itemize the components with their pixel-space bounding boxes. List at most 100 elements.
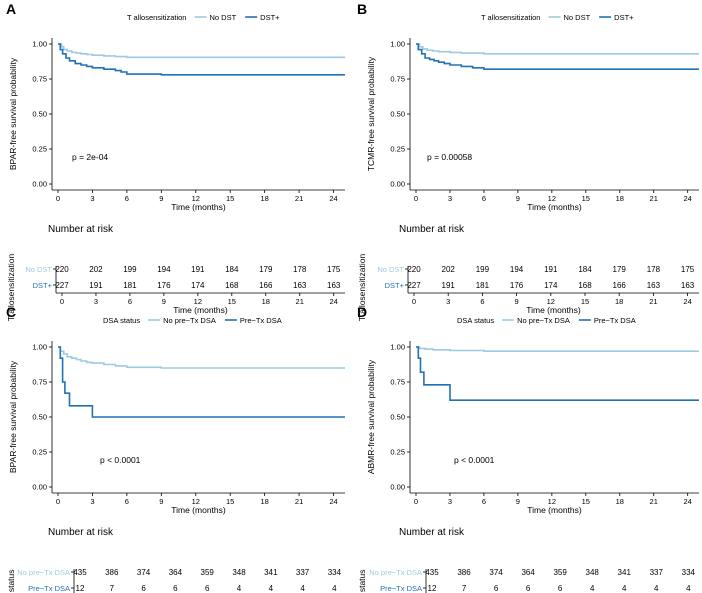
risk-table-title: Number at risk — [399, 527, 465, 538]
risk-count: 202 — [442, 265, 456, 274]
y-tick-label: 0.75 — [32, 75, 47, 84]
risk-count: 348 — [232, 568, 246, 577]
risk-x-tick-label: 0 — [412, 297, 416, 306]
risk-count: 386 — [105, 568, 119, 577]
x-tick-label: 24 — [684, 497, 692, 506]
risk-count: 191 — [442, 281, 456, 290]
risk-count: 4 — [269, 584, 274, 593]
risk-x-axis-label: Time (months) — [526, 305, 581, 315]
risk-row-label: Pre−Tx DSA — [380, 584, 422, 593]
risk-count: 194 — [157, 265, 171, 274]
p-value: p < 0.0001 — [454, 455, 495, 465]
risk-count: 4 — [300, 584, 305, 593]
x-tick-label: 0 — [56, 497, 60, 506]
survival-curve-light — [416, 43, 699, 55]
risk-count: 166 — [613, 281, 627, 290]
x-tick-label: 6 — [125, 194, 129, 203]
risk-table: Number at risk No pre−Tx DSA 435 386 374 364 3… — [357, 527, 696, 593]
survival-curve-dark — [58, 43, 345, 76]
risk-count: 348 — [586, 568, 600, 577]
y-tick-label: 0.25 — [32, 145, 47, 154]
risk-row-label: No DST — [25, 265, 52, 274]
risk-count: 4 — [686, 584, 691, 593]
risk-count: 194 — [510, 265, 524, 274]
risk-count: 337 — [296, 568, 310, 577]
risk-count: 4 — [654, 584, 659, 593]
survival-curve-dark — [416, 346, 699, 401]
risk-table: Number at risk No pre−Tx DSA 435 386 374 364 3… — [6, 527, 342, 593]
x-tick-label: 3 — [90, 497, 94, 506]
risk-x-tick-label: 9 — [162, 297, 166, 306]
x-tick-label: 24 — [329, 194, 337, 203]
y-tick-label: 0.50 — [32, 413, 47, 422]
risk-count: 220 — [55, 265, 69, 274]
x-tick-label: 21 — [650, 194, 658, 203]
x-tick-label: 6 — [482, 497, 486, 506]
risk-count: 334 — [328, 568, 342, 577]
risk-x-tick-label: 24 — [330, 297, 338, 306]
risk-count: 4 — [622, 584, 627, 593]
x-tick-label: 12 — [192, 194, 200, 203]
legend: T allosensitization No DST DST+ — [127, 13, 280, 22]
risk-count: 435 — [425, 568, 439, 577]
p-value: p = 2e-04 — [72, 152, 108, 162]
risk-count: 4 — [590, 584, 595, 593]
risk-count: 334 — [682, 568, 696, 577]
x-tick-label: 0 — [414, 194, 418, 203]
risk-count: 435 — [73, 568, 87, 577]
risk-count: 163 — [327, 281, 341, 290]
risk-count: 374 — [137, 568, 151, 577]
risk-count: 374 — [489, 568, 503, 577]
y-tick-label: 0.25 — [390, 145, 405, 154]
x-axis-label: Time (months) — [527, 505, 582, 515]
x-tick-label: 3 — [448, 497, 452, 506]
km-axes: 0.00 0.25 0.50 0.75 1.00 0 3 6 9 12 15 18 21 24 Time (… — [8, 341, 345, 515]
x-tick-label: 0 — [56, 194, 60, 203]
y-tick-label: 0.75 — [390, 75, 405, 84]
p-value: p = 0.00058 — [427, 152, 472, 162]
risk-count: 364 — [169, 568, 183, 577]
legend-label: DST+ — [260, 13, 280, 22]
risk-x-tick-label: 6 — [128, 297, 132, 306]
risk-count: 6 — [494, 584, 499, 593]
x-tick-label: 9 — [159, 194, 163, 203]
panel-letter: A — [6, 1, 16, 17]
y-tick-label: 1.00 — [390, 40, 405, 49]
panel-a: AT allosensitization No DST DST+0.000.250.… — [6, 1, 345, 321]
x-tick-label: 15 — [582, 497, 590, 506]
x-tick-label: 0 — [414, 497, 418, 506]
legend-title: DSA status — [457, 316, 494, 325]
risk-count: 191 — [544, 265, 558, 274]
x-tick-label: 18 — [616, 194, 624, 203]
risk-count: 199 — [476, 265, 490, 274]
risk-x-axis-label: Time (months) — [173, 305, 228, 315]
risk-count: 6 — [205, 584, 210, 593]
y-tick-label: 0.75 — [390, 378, 405, 387]
risk-row-label: No pre−Tx DSA — [369, 568, 422, 577]
risk-count: 175 — [327, 265, 341, 274]
risk-count: 6 — [141, 584, 146, 593]
risk-count: 175 — [681, 265, 695, 274]
risk-x-tick-label: 9 — [515, 297, 519, 306]
risk-count: 359 — [201, 568, 215, 577]
x-tick-label: 6 — [125, 497, 129, 506]
legend-label: No DST — [563, 13, 590, 22]
y-tick-label: 0.50 — [390, 413, 405, 422]
survival-curve-light — [416, 346, 699, 352]
risk-count: 359 — [553, 568, 567, 577]
risk-x-tick-label: 21 — [649, 297, 657, 306]
panel-letter: D — [357, 304, 367, 320]
x-tick-label: 3 — [90, 194, 94, 203]
y-tick-label: 0.00 — [390, 180, 405, 189]
x-axis-label: Time (months) — [171, 202, 226, 212]
y-axis-label: BPAR-free survival probability — [8, 360, 18, 473]
risk-x-tick-label: 15 — [581, 297, 589, 306]
y-tick-label: 0.00 — [32, 180, 47, 189]
legend-title: T allosensitization — [127, 13, 186, 22]
risk-count: 6 — [558, 584, 563, 593]
p-value: p < 0.0001 — [100, 455, 141, 465]
x-tick-label: 21 — [650, 497, 658, 506]
x-tick-label: 15 — [582, 194, 590, 203]
